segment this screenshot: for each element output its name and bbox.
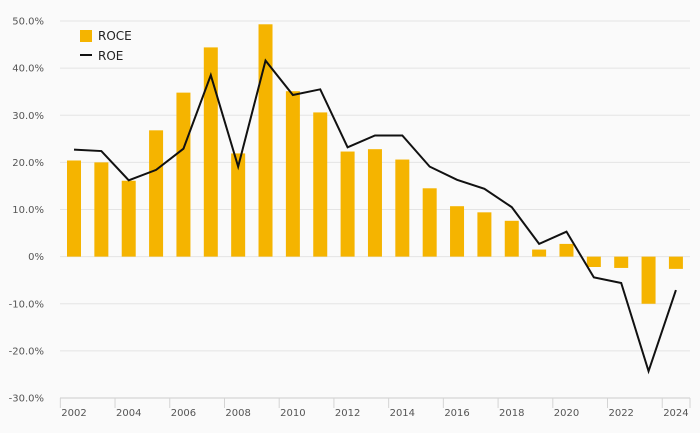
y-tick-label: 50.0%	[12, 17, 44, 28]
y-tick-label: -10.0%	[9, 299, 44, 310]
roce-bar	[340, 151, 355, 257]
roce-bars	[67, 24, 683, 304]
x-tick-label: 2024	[663, 408, 688, 419]
roce-bar	[477, 212, 492, 257]
legend-label-roce: ROCE	[98, 29, 132, 43]
x-tick-label: 2008	[225, 408, 250, 419]
roce-bar	[367, 149, 382, 257]
y-tick-label: -30.0%	[9, 394, 44, 405]
x-tick-label: 2022	[608, 408, 633, 419]
roce-bar	[231, 153, 246, 257]
roce-bar	[504, 220, 519, 257]
x-axis-labels: 2002 2004 2006 2008 2010 2012 2014 2016 2018 2020…	[61, 408, 688, 419]
y-axis-labels: 50.0% 40.0% 30.0% 20.0% 10.0% 0% -10.0% -20.0% -…	[9, 17, 44, 405]
roce-bar	[395, 159, 410, 257]
roce-bar	[149, 130, 164, 257]
legend-label-roe: ROE	[98, 49, 123, 63]
y-tick-label: 20.0%	[12, 158, 44, 169]
roce-bar	[614, 256, 629, 268]
roce-bar	[586, 256, 601, 267]
x-tick-label: 2010	[280, 408, 305, 419]
roce-bar	[258, 24, 273, 257]
roce-bar	[176, 92, 191, 257]
y-tick-label: 0%	[28, 252, 44, 263]
roce-bar	[641, 256, 656, 304]
roce-bar	[668, 256, 683, 269]
roce-bar	[313, 112, 328, 257]
x-tick-label: 2016	[444, 408, 469, 419]
roe-line-layer	[73, 58, 677, 375]
x-tick-label: 2020	[554, 408, 579, 419]
y-tick-label: -20.0%	[9, 346, 44, 357]
roce-bar	[559, 243, 574, 257]
x-tick-label: 2014	[390, 408, 415, 419]
y-tick-label: 10.0%	[12, 205, 44, 216]
y-tick-label: 40.0%	[12, 64, 44, 75]
x-tick-label: 2006	[171, 408, 196, 419]
legend-swatch-roce	[80, 30, 92, 42]
x-tick-label: 2004	[116, 408, 141, 419]
legend: ROCE ROE	[80, 29, 132, 63]
roce-bar	[422, 188, 437, 257]
roce-bar	[121, 180, 136, 257]
x-tick-label: 2012	[335, 408, 360, 419]
roce-bar	[450, 206, 465, 257]
x-tick-label: 2018	[499, 408, 524, 419]
x-axis	[59, 397, 691, 408]
roce-bar	[203, 47, 218, 257]
roce-bar	[67, 160, 81, 257]
roce-bar	[285, 91, 300, 257]
roce-bar	[94, 162, 109, 257]
roce-bar	[532, 249, 547, 257]
y-tick-label: 30.0%	[12, 111, 44, 122]
x-tick-label: 2002	[61, 408, 86, 419]
